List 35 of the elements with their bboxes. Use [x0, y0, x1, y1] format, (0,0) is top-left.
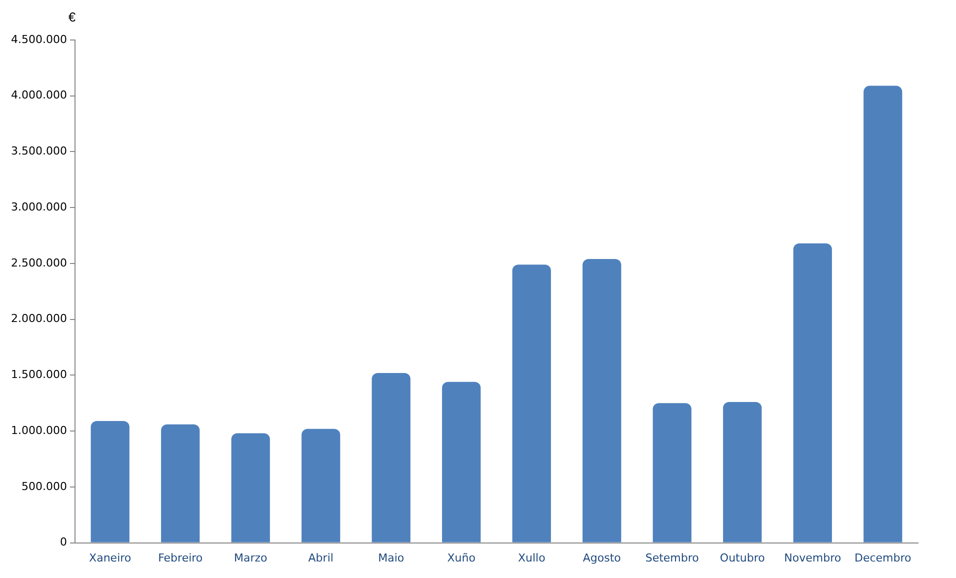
bar — [231, 433, 270, 542]
bar — [723, 402, 762, 542]
bar — [302, 428, 340, 542]
y-tick-label: 3.000.000 — [11, 200, 67, 214]
x-tick-label: Outubro — [720, 551, 766, 564]
y-tick-label: 1.000.000 — [11, 424, 67, 437]
x-tick-label: Xullo — [518, 551, 546, 564]
y-tick-label: 4.000.000 — [11, 88, 67, 102]
x-tick-label: Agosto — [582, 551, 622, 564]
y-tick-label: 500.000 — [21, 480, 67, 493]
y-tick-label: 4.500.000 — [11, 32, 67, 46]
bar — [442, 382, 481, 542]
x-tick-label: Xaneiro — [89, 551, 132, 564]
x-tick-label: Febreiro — [158, 551, 203, 564]
x-tick-label: Maio — [378, 551, 404, 564]
bar — [161, 424, 200, 542]
bar — [652, 403, 692, 542]
x-tick-label: Decembro — [854, 551, 912, 564]
x-tick-label: Abril — [308, 551, 334, 564]
bar — [512, 264, 551, 542]
x-tick-label: Xuño — [447, 551, 476, 564]
bar — [372, 372, 410, 542]
x-tick-label: Novembro — [784, 551, 842, 564]
y-axis-title: € — [68, 10, 76, 25]
bar — [582, 259, 622, 542]
bar — [864, 86, 902, 542]
y-tick-label: 3.500.000 — [11, 144, 67, 158]
bar — [90, 421, 130, 542]
y-tick-label: 1.500.000 — [11, 368, 67, 382]
x-tick-label: Setembro — [645, 551, 700, 564]
bar — [793, 243, 832, 542]
y-tick-label: 0 — [60, 536, 67, 549]
y-tick-label: 2.500.000 — [11, 256, 67, 270]
y-tick-label: 2.000.000 — [11, 312, 67, 326]
x-tick-label: Marzo — [234, 551, 268, 564]
